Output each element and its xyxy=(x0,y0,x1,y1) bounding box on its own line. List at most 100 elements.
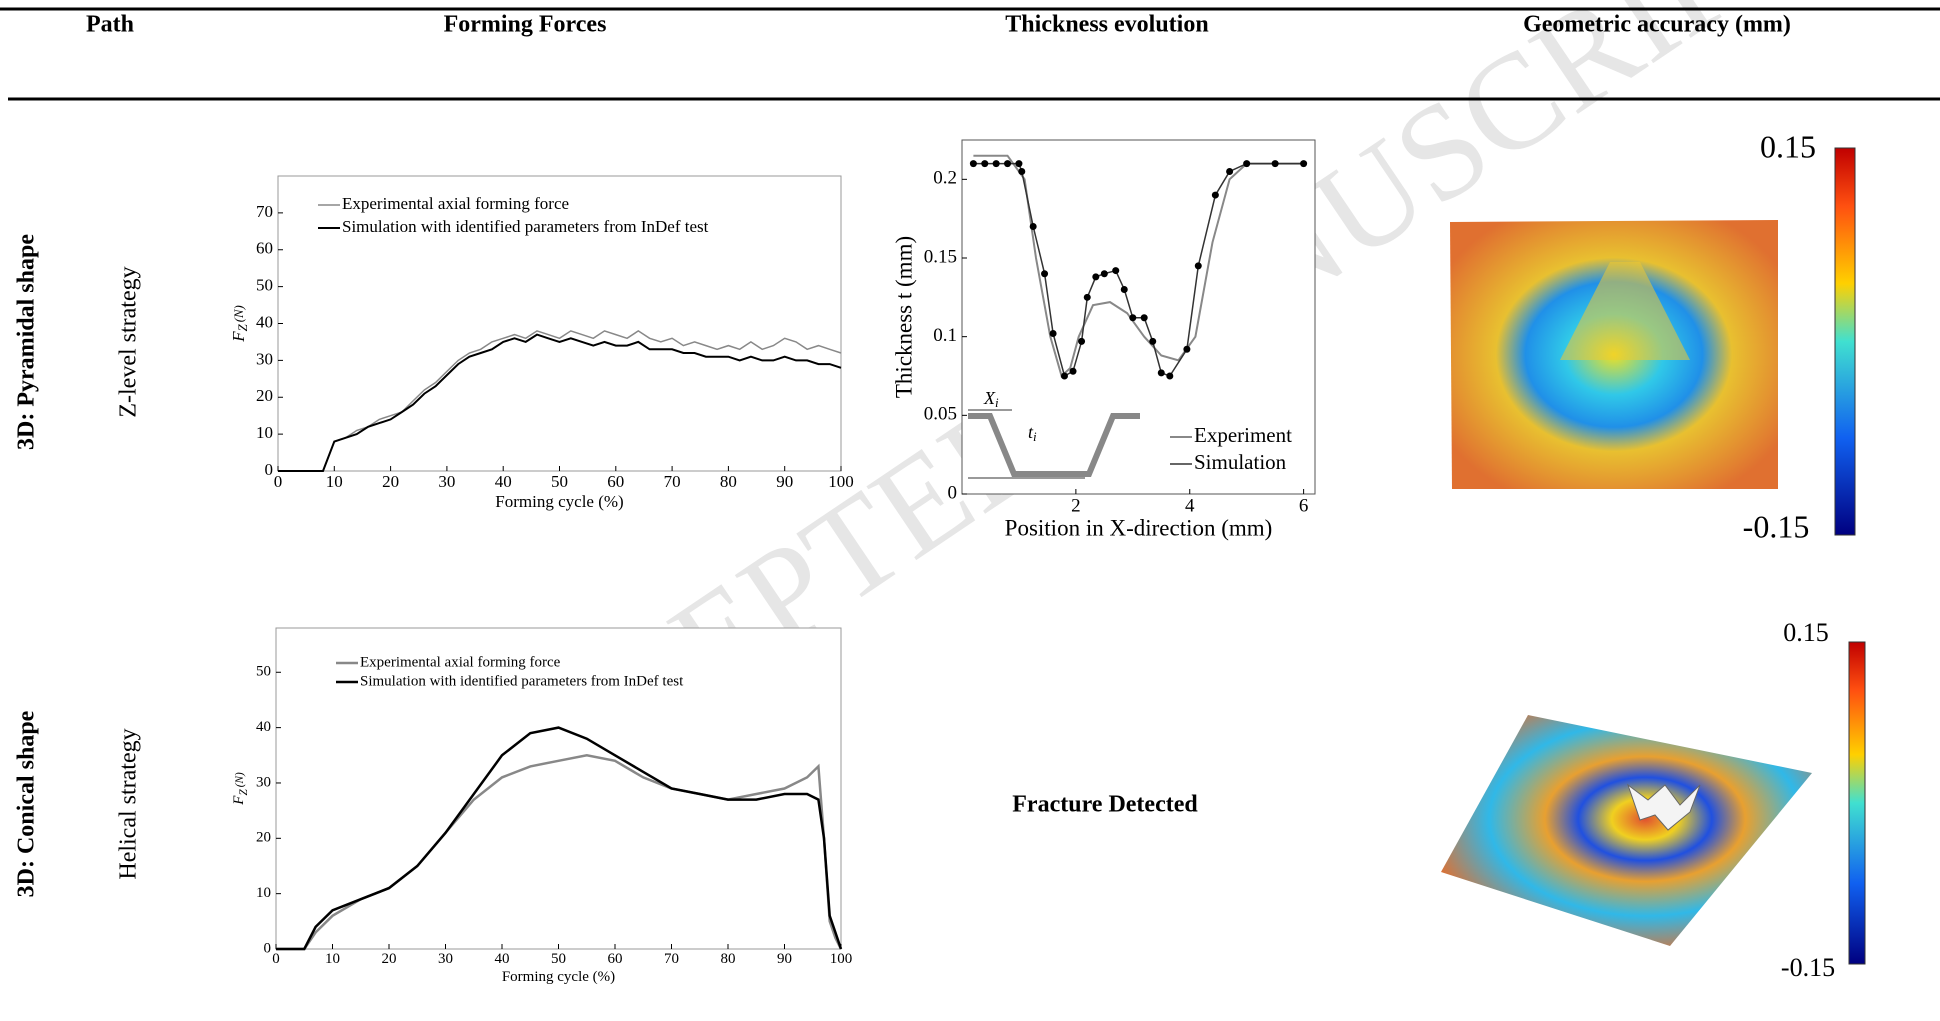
x-tick-label: 40 xyxy=(495,951,510,967)
series-marker xyxy=(1041,270,1049,278)
legend-label: Experimental axial forming force xyxy=(342,194,569,213)
column-header: Path xyxy=(86,12,134,38)
inset-label: ti xyxy=(1028,422,1037,444)
x-tick-label: 30 xyxy=(438,951,453,967)
x-tick-label: 20 xyxy=(382,951,397,967)
x-tick-label: 0 xyxy=(272,951,280,967)
legend-label: Experiment xyxy=(1194,423,1292,447)
y-label-unit: (N) xyxy=(234,772,246,787)
series-marker xyxy=(1129,314,1137,322)
y-label-symbol: F xyxy=(231,795,247,806)
legend-label: Simulation xyxy=(1194,450,1287,474)
x-tick-label: 60 xyxy=(608,951,623,967)
x-tick-label: 90 xyxy=(777,951,792,967)
row-strategy: Z-level strategy xyxy=(116,266,142,417)
series-marker xyxy=(1226,167,1234,175)
column-header: Geometric accuracy (mm) xyxy=(1523,12,1791,38)
y-tick-label: 0 xyxy=(948,482,958,503)
column-header: Thickness evolution xyxy=(1005,12,1208,38)
column-header: Forming Forces xyxy=(444,12,607,38)
y-label-symbol: F xyxy=(229,331,248,343)
colorbar-max: 0.15 xyxy=(1783,618,1829,647)
x-tick-label: 50 xyxy=(551,951,566,967)
y-tick-label: 10 xyxy=(256,885,271,901)
inset-profile xyxy=(968,413,1140,477)
series-marker xyxy=(1140,314,1148,322)
series-marker xyxy=(992,160,1000,168)
plot-frame xyxy=(961,139,1316,495)
y-label-subscript: Z xyxy=(238,789,250,796)
y-tick-label: 0.05 xyxy=(924,404,957,425)
x-tick-label: 60 xyxy=(607,472,624,491)
x-tick-label: 0 xyxy=(274,472,283,491)
x-tick-label: 10 xyxy=(325,951,340,967)
pyramid-peak xyxy=(1560,262,1690,360)
y-tick-label: 0.1 xyxy=(933,325,957,346)
series-marker xyxy=(1183,345,1191,353)
x-axis-label: Forming cycle (%) xyxy=(502,969,615,985)
series-marker xyxy=(969,160,977,168)
y-tick-label: 50 xyxy=(256,664,271,680)
y-label-subscript: Z xyxy=(236,323,250,331)
series-marker xyxy=(1112,267,1120,275)
y-axis-label: FZ (N) xyxy=(231,772,249,806)
x-axis-label: Position in X-direction (mm) xyxy=(1005,515,1273,540)
y-label-unit: (N) xyxy=(232,305,246,322)
x-tick-label: 50 xyxy=(551,472,568,491)
y-tick-label: 70 xyxy=(256,202,273,221)
inset-subscript: i xyxy=(995,395,999,410)
colorbar xyxy=(1834,147,1856,536)
series-marker xyxy=(1157,369,1165,377)
series-marker xyxy=(1166,372,1174,380)
x-tick-label: 90 xyxy=(776,472,793,491)
legend-label: Simulation with identified parameters fr… xyxy=(360,673,684,689)
plot-frame xyxy=(277,175,842,472)
x-axis-label: Forming cycle (%) xyxy=(495,492,623,511)
y-axis-label: Thickness t (mm) xyxy=(891,236,916,398)
y-tick-label: 20 xyxy=(256,386,273,405)
x-tick-label: 70 xyxy=(664,472,681,491)
colorbar-min: -0.15 xyxy=(1743,508,1810,544)
row-shape: 3D: Conical shape xyxy=(14,710,40,897)
series-marker xyxy=(1243,160,1251,168)
series-marker xyxy=(1120,285,1128,293)
x-tick-label: 2 xyxy=(1071,496,1081,517)
series-line xyxy=(278,330,842,472)
series-marker xyxy=(1078,337,1086,345)
fracture-note: Fracture Detected xyxy=(1012,792,1198,818)
x-tick-label: 30 xyxy=(438,472,455,491)
x-tick-label: 100 xyxy=(830,951,853,967)
x-tick-label: 10 xyxy=(326,472,343,491)
inset-label: Xi xyxy=(983,388,999,410)
row-shape: 3D: Pyramidal shape xyxy=(14,234,40,450)
y-tick-label: 30 xyxy=(256,349,273,368)
chart: 0 10 20 30 40 50 60 70 80 90 100 0 10 20 30 40 50 Forming… xyxy=(231,627,853,985)
series-marker xyxy=(1083,293,1091,301)
y-tick-label: 40 xyxy=(256,312,273,331)
series-line xyxy=(973,154,1304,378)
series-marker xyxy=(1092,273,1100,281)
y-tick-label: 20 xyxy=(256,830,271,846)
y-tick-label: 40 xyxy=(256,719,271,735)
series-marker xyxy=(1015,160,1023,168)
series-marker xyxy=(981,160,989,168)
x-tick-label: 4 xyxy=(1185,496,1195,517)
chart: 2 4 6 0 0.05 0.1 0.15 0.2 Position in X-directio… xyxy=(891,139,1316,540)
y-tick-label: 30 xyxy=(256,774,271,790)
inset-symbol: t xyxy=(1028,422,1034,442)
x-tick-label: 80 xyxy=(720,472,737,491)
y-tick-label: 50 xyxy=(256,276,273,295)
series-marker xyxy=(1018,167,1026,175)
y-tick-label: 0.15 xyxy=(924,246,957,267)
colorbar xyxy=(1848,641,1866,965)
x-tick-label: 70 xyxy=(664,951,679,967)
deviation-map xyxy=(1441,715,1812,946)
inset-subscript: i xyxy=(1033,429,1037,444)
y-tick-label: 0 xyxy=(265,460,274,479)
x-tick-label: 40 xyxy=(495,472,512,491)
inset-symbol: X xyxy=(983,388,996,408)
series-marker xyxy=(1069,367,1077,375)
series-marker xyxy=(1271,160,1279,168)
y-tick-label: 0.2 xyxy=(933,168,957,189)
